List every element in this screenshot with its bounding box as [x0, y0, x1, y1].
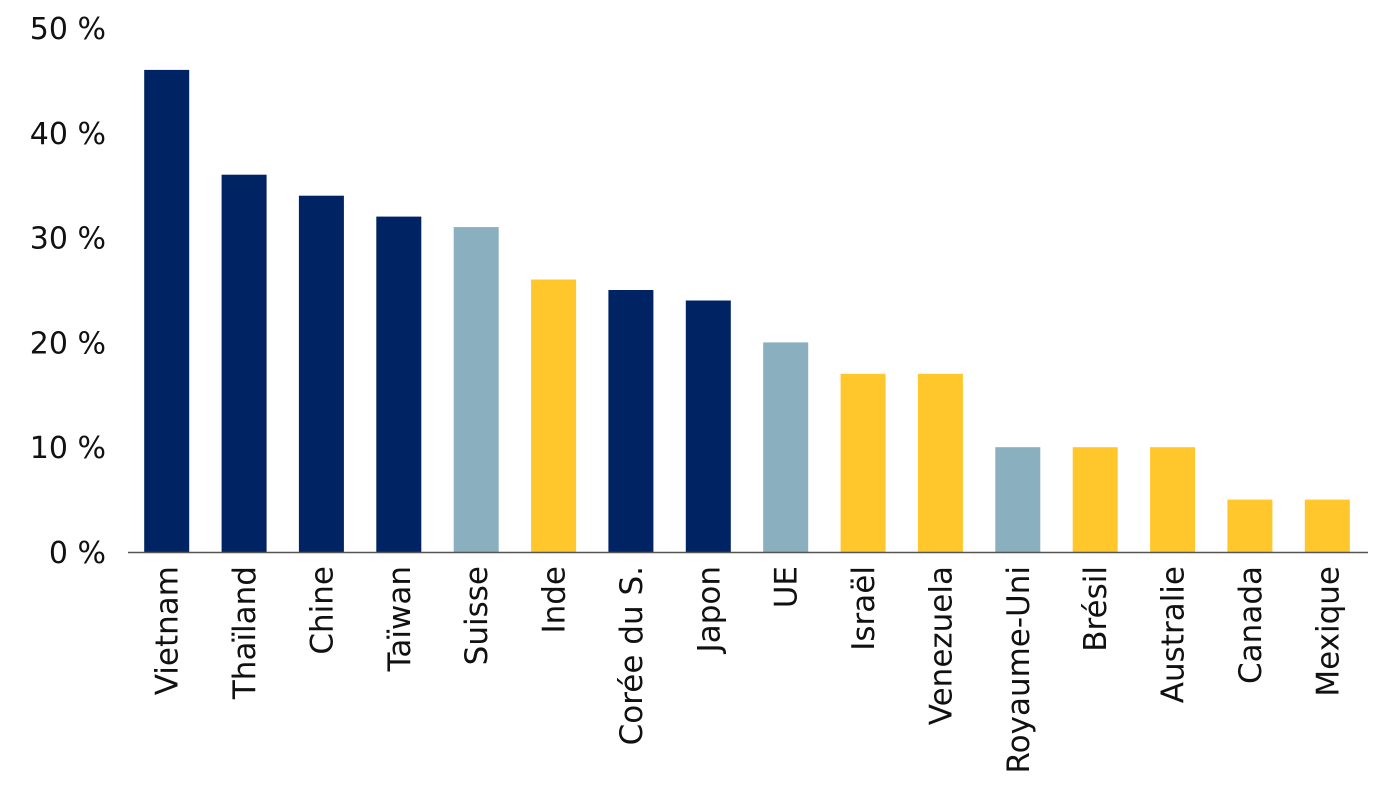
y-tick-label: 20 % — [30, 326, 106, 361]
bar-3 — [376, 216, 422, 552]
x-category-label: Suisse — [459, 566, 495, 665]
x-axis-labels: Vietnam Thaïland Chine Taïwan Suisse Inde Coré… — [150, 566, 1347, 774]
x-category-label: Venezuela — [923, 566, 959, 725]
bar-8 — [763, 342, 809, 552]
x-category-label: UE — [769, 566, 805, 608]
x-category-label: Taïwan — [382, 566, 418, 672]
bar-15 — [1304, 499, 1350, 552]
x-category-label: Japon — [691, 566, 727, 654]
bar-6 — [608, 290, 654, 552]
x-category-label: Chine — [304, 566, 340, 655]
y-tick-label: 40 % — [30, 117, 106, 152]
x-category-label: Australie — [1156, 566, 1192, 703]
y-tick-label: 0 % — [49, 536, 106, 571]
y-tick-label: 10 % — [30, 431, 106, 466]
x-category-label: Mexique — [1310, 566, 1346, 697]
bar-0 — [144, 69, 190, 553]
x-category-label: Corée du S. — [614, 566, 650, 745]
y-axis-ticks: 0 % 10 % 20 % 30 % 40 % 50 % — [30, 12, 106, 571]
y-tick-label: 30 % — [30, 222, 106, 257]
x-category-label: Royaume-Uni — [1001, 566, 1037, 774]
x-category-label: Israël — [846, 566, 882, 651]
bar-13 — [1150, 447, 1196, 552]
bar-11 — [995, 447, 1041, 552]
bar-1 — [221, 174, 267, 552]
x-category-label: Thaïland — [227, 566, 263, 700]
x-category-label: Inde — [537, 566, 573, 634]
bar-5 — [531, 279, 577, 552]
bar-12 — [1072, 447, 1118, 552]
bar-7 — [685, 300, 731, 552]
bar-14 — [1227, 499, 1273, 552]
bar-2 — [298, 195, 344, 552]
y-tick-label: 50 % — [30, 12, 106, 47]
x-category-label: Canada — [1233, 566, 1269, 684]
x-category-label: Brésil — [1078, 566, 1114, 652]
bar-10 — [917, 373, 963, 552]
bars — [144, 69, 1350, 553]
x-category-label: Vietnam — [150, 566, 186, 695]
bar-9 — [840, 373, 886, 552]
bar-4 — [453, 227, 499, 552]
